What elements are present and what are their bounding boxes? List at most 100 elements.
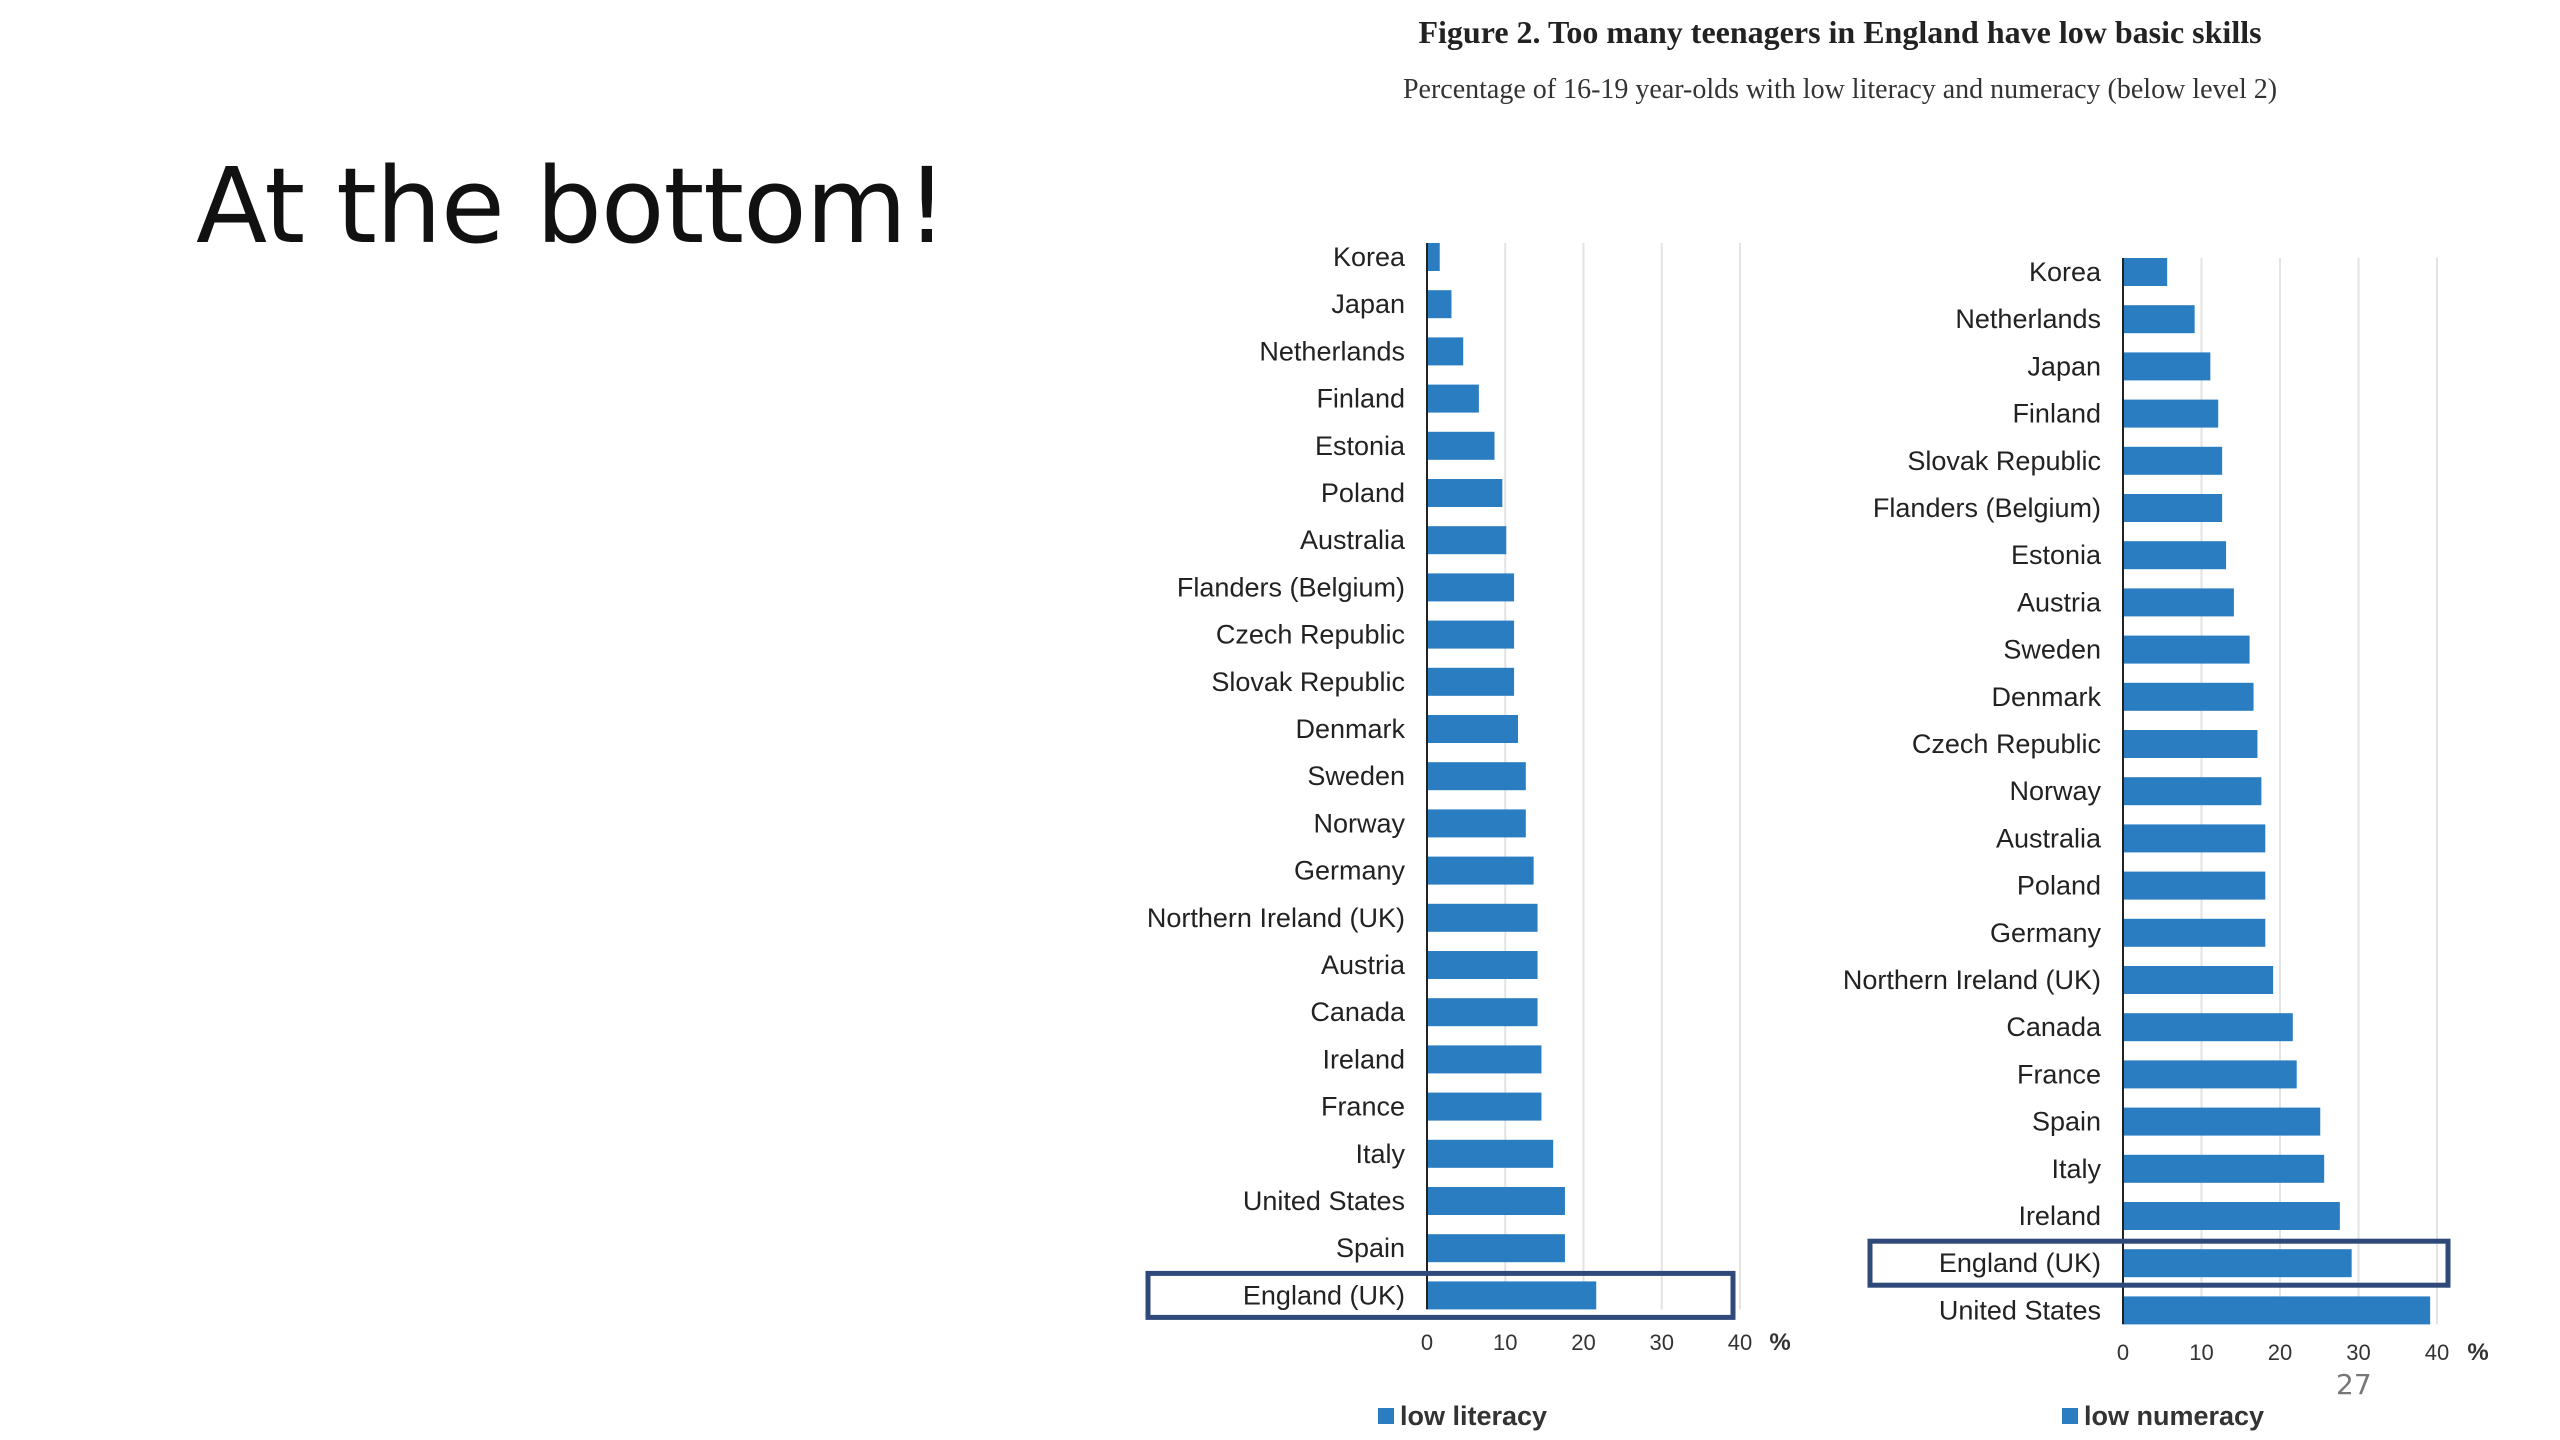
- highlight-box: [1145, 1270, 1736, 1320]
- bar: [2124, 1249, 2352, 1278]
- bar: [2124, 635, 2250, 664]
- category-label: Denmark: [1295, 714, 1405, 744]
- bar: [2124, 494, 2223, 522]
- bar: [1428, 1139, 1554, 1168]
- tick-label: 20: [1571, 1330, 1595, 1355]
- bar: [1428, 337, 1464, 366]
- category-label: Italy: [2051, 1154, 2101, 1184]
- bar: [1428, 431, 1495, 460]
- bar: [2124, 588, 2234, 617]
- category-label: Canada: [1310, 997, 1406, 1027]
- tick-label: 30: [2346, 1340, 2370, 1365]
- bar: [2124, 777, 2262, 806]
- bar: [1428, 715, 1518, 743]
- category-label: Northern Ireland (UK): [1147, 903, 1405, 933]
- bar: [2124, 352, 2211, 381]
- legend-swatch: [1378, 1408, 1394, 1424]
- tick-label: 30: [1650, 1330, 1674, 1355]
- category-label: Germany: [1990, 918, 2102, 948]
- tick-label: 10: [1493, 1330, 1517, 1355]
- tick-label: 40: [1728, 1330, 1752, 1355]
- bar: [2124, 730, 2258, 758]
- tick-label: 10: [2189, 1340, 2213, 1365]
- bar: [1428, 1281, 1597, 1310]
- figure-subtitle: Percentage of 16-19 year-olds with low l…: [1402, 74, 2278, 105]
- category-label: France: [2017, 1059, 2101, 1089]
- tick-label: 20: [2268, 1340, 2292, 1365]
- category-label: Canada: [2006, 1012, 2102, 1042]
- bar: [2124, 918, 2266, 947]
- category-label: Austria: [1321, 950, 1406, 980]
- page-number: 27: [2336, 1368, 2372, 1401]
- category-label: Ireland: [1322, 1044, 1405, 1074]
- category-label: Korea: [2029, 257, 2102, 287]
- bar: [1428, 809, 1526, 838]
- category-label: Australia: [1996, 823, 2102, 853]
- category-label: Spain: [2032, 1107, 2101, 1137]
- bar: [1428, 573, 1515, 602]
- category-label: France: [1321, 1092, 1405, 1122]
- bar: [1428, 384, 1479, 413]
- category-label: Slovak Republic: [1211, 667, 1405, 697]
- category-label: Netherlands: [1259, 336, 1405, 366]
- bar: [2124, 1296, 2431, 1325]
- bar: [2124, 682, 2254, 711]
- category-label: Estonia: [1315, 431, 1406, 461]
- category-label: Norway: [1313, 808, 1405, 838]
- figure-title: Figure 2. Too many teenagers in England …: [1418, 14, 2262, 50]
- category-label: Sweden: [2003, 635, 2101, 665]
- numeracy-chart: Korea Netherlands Japan Finland Slovak Repub…: [1843, 257, 2489, 1431]
- bar: [1428, 1234, 1565, 1263]
- category-label: Japan: [2027, 351, 2101, 381]
- bar: [1428, 1187, 1565, 1215]
- bar: [1428, 951, 1538, 979]
- bar: [1428, 762, 1526, 791]
- bar: [2124, 399, 2219, 428]
- bar: [2124, 1202, 2340, 1230]
- bar: [1428, 856, 1534, 885]
- category-label: Czech Republic: [1912, 729, 2101, 759]
- category-label: Netherlands: [1955, 304, 2101, 334]
- tick-label: 40: [2425, 1340, 2449, 1365]
- category-label: Ireland: [2018, 1201, 2101, 1231]
- tick-label: 0: [1421, 1330, 1433, 1355]
- category-label: Australia: [1300, 525, 1406, 555]
- category-label: Flanders (Belgium): [1873, 493, 2101, 523]
- legend-swatch: [2062, 1408, 2078, 1424]
- category-label: Northern Ireland (UK): [1843, 965, 2101, 995]
- unit-label: %: [2467, 1339, 2488, 1366]
- bar: [1428, 526, 1507, 555]
- category-label: Denmark: [1991, 682, 2101, 712]
- bar: [2124, 541, 2227, 570]
- category-label: Slovak Republic: [1907, 446, 2101, 476]
- highlight-box: [1867, 1238, 2451, 1288]
- category-label: Poland: [2017, 871, 2101, 901]
- legend-label: low literacy: [1400, 1401, 1547, 1431]
- category-label: Japan: [1331, 289, 1405, 319]
- unit-label: %: [1769, 1329, 1790, 1356]
- bar: [1428, 290, 1452, 319]
- category-label: Czech Republic: [1216, 620, 1405, 650]
- legend-label: low numeracy: [2084, 1401, 2264, 1431]
- category-label: United States: [1243, 1186, 1405, 1216]
- literacy-chart: Korea Japan Netherlands Finland Estonia Polan…: [1145, 242, 1791, 1431]
- category-label: Finland: [1316, 384, 1405, 414]
- category-label: Poland: [1321, 478, 1405, 508]
- slide-title: At the bottom!: [196, 145, 948, 267]
- bar: [2124, 824, 2266, 853]
- bar: [2124, 1060, 2297, 1089]
- category-label: Finland: [2012, 399, 2101, 429]
- category-label: Flanders (Belgium): [1177, 572, 1405, 602]
- bar: [1428, 1045, 1542, 1074]
- bar: [1428, 998, 1538, 1027]
- bar: [2124, 1154, 2325, 1183]
- bar: [1428, 667, 1515, 696]
- bar: [1428, 903, 1538, 932]
- category-label: Estonia: [2011, 540, 2102, 570]
- bar: [2124, 1013, 2293, 1042]
- bar: [2124, 1107, 2321, 1136]
- bar: [1428, 1092, 1542, 1121]
- category-label: Germany: [1294, 856, 1406, 886]
- bar: [1428, 620, 1515, 649]
